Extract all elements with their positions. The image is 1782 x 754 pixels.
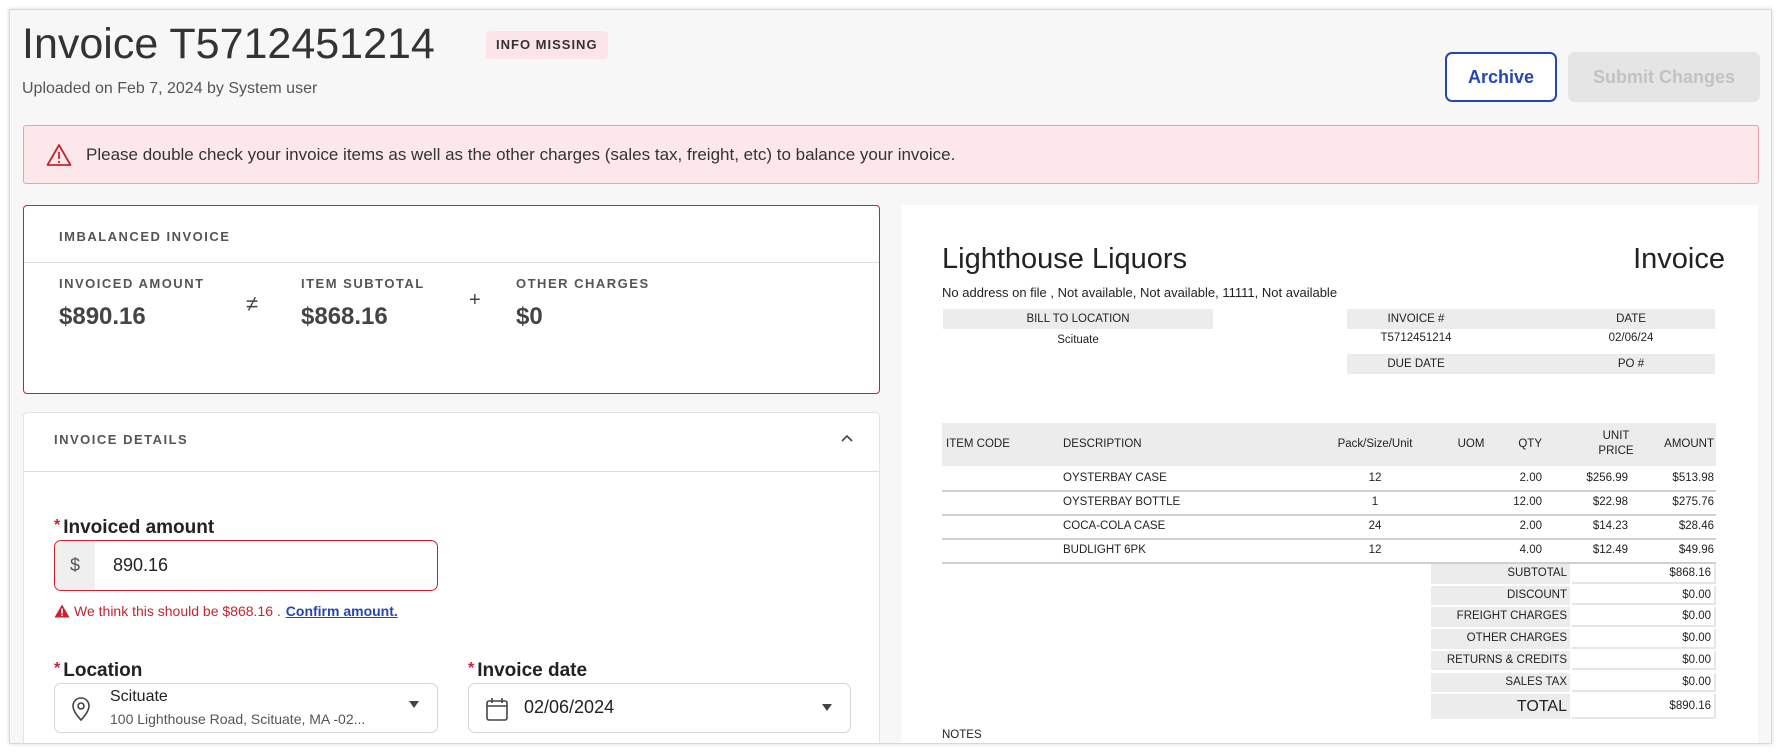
invoiced-amount-value: $890.16 — [59, 303, 146, 330]
item-amount: $28.46 — [1678, 520, 1714, 532]
item-pack: 12 — [1368, 472, 1382, 484]
invoice-document-preview: Lighthouse Liquors Invoice No address on… — [901, 205, 1758, 743]
archive-button[interactable]: Archive — [1445, 52, 1557, 102]
other-charges-value: $0 — [516, 303, 543, 330]
column-header: UOM — [1457, 438, 1485, 450]
date-header: DATE — [1616, 313, 1646, 325]
location-select[interactable]: Scituate 100 Lighthouse Road, Scituate, … — [54, 683, 438, 733]
location-name: Scituate — [110, 688, 168, 705]
bill-to-header: BILL TO LOCATION — [943, 309, 1213, 329]
location-address: 100 Lighthouse Road, Scituate, MA -02... — [110, 711, 366, 727]
imbalanced-invoice-card: IMBALANCED INVOICE INVOICED AMOUNT $890.… — [23, 205, 880, 394]
invoice-page: Invoice T5712451214 INFO MISSING Uploade… — [9, 9, 1772, 744]
card-title: IMBALANCED INVOICE — [59, 229, 231, 244]
status-badge: INFO MISSING — [486, 31, 608, 59]
invoice-details-card: INVOICE DETAILS * Invoiced amount $ 890.1… — [23, 412, 880, 743]
invoice-number-header: INVOICE # — [1387, 313, 1445, 325]
item-description: COCA-COLA CASE — [1063, 520, 1166, 532]
details-title: INVOICE DETAILS — [54, 432, 189, 447]
balance-alert: Please double check your invoice items a… — [23, 125, 1759, 184]
column-header: AMOUNT — [1664, 438, 1714, 450]
total-value: $0.00 — [1572, 585, 1716, 606]
caret-down-icon — [822, 704, 832, 711]
item-unit-price: $14.23 — [1592, 520, 1628, 532]
not-equal-sign: ≠ — [246, 291, 259, 316]
column-header: QTY — [1518, 438, 1542, 450]
amount-value: 890.16 — [113, 555, 169, 575]
item-qty: 4.00 — [1519, 544, 1542, 556]
submit-changes-button[interactable]: Submit Changes — [1568, 52, 1760, 102]
bill-to-value: Scituate — [1057, 334, 1099, 346]
item-description: OYSTERBAY CASE — [1063, 472, 1167, 484]
upload-info: Uploaded on Feb 7, 2024 by System user — [22, 80, 318, 97]
invoice-date-value: 02/06/2024 — [524, 697, 615, 717]
document-title: Invoice — [1633, 243, 1725, 275]
total-value: $890.16 — [1572, 694, 1716, 720]
item-qty: 12.00 — [1513, 496, 1542, 508]
currency-prefix: $ — [55, 541, 95, 590]
total-value: $0.00 — [1572, 672, 1716, 693]
invoiced-amount-field-label: * Invoiced amount — [54, 517, 215, 538]
other-charges-label: OTHER CHARGES — [516, 276, 650, 291]
total-value: $868.16 — [1572, 564, 1716, 584]
warning-triangle-icon — [46, 143, 72, 166]
total-label: SUBTOTAL — [1431, 564, 1570, 584]
notes-label: NOTES — [942, 729, 982, 741]
confirm-amount-link[interactable]: Confirm amount. — [285, 603, 398, 619]
chevron-up-icon[interactable] — [840, 433, 854, 443]
item-amount: $275.76 — [1672, 496, 1714, 508]
total-value: $0.00 — [1572, 607, 1716, 628]
row-divider — [942, 562, 1716, 564]
item-pack: 12 — [1368, 544, 1382, 556]
po-header: PO # — [1617, 358, 1645, 370]
total-label: TOTAL — [1431, 694, 1570, 720]
vendor-address: No address on file , Not available, Not … — [942, 285, 1338, 300]
total-label: RETURNS & CREDITS — [1431, 650, 1570, 671]
total-value: $0.00 — [1572, 650, 1716, 671]
invoice-date-field-label: * Invoice date — [468, 660, 588, 681]
column-header: Pack/Size/Unit — [1337, 438, 1413, 450]
column-header: UNIT PRICE — [1598, 430, 1634, 457]
location-pin-icon — [72, 697, 90, 722]
total-label: FREIGHT CHARGES — [1431, 607, 1570, 628]
row-divider — [942, 538, 1716, 540]
date-value: 02/06/24 — [1608, 332, 1654, 344]
item-qty: 2.00 — [1519, 472, 1542, 484]
plus-sign: + — [469, 289, 481, 311]
item-qty: 2.00 — [1519, 520, 1542, 532]
due-date-header: DUE DATE — [1387, 358, 1445, 370]
error-triangle-icon — [54, 604, 70, 618]
calendar-icon — [486, 698, 508, 721]
item-description: BUDLIGHT 6PK — [1063, 544, 1146, 556]
item-pack: 24 — [1368, 520, 1382, 532]
item-amount: $513.98 — [1672, 472, 1714, 484]
alert-message: Please double check your invoice items a… — [86, 144, 956, 164]
vendor-name: Lighthouse Liquors — [942, 243, 1188, 275]
caret-down-icon — [409, 701, 419, 708]
invoiced-amount-label: INVOICED AMOUNT — [59, 276, 205, 291]
column-header: ITEM CODE — [946, 438, 1010, 450]
total-label: DISCOUNT — [1431, 585, 1570, 606]
item-description: OYSTERBAY BOTTLE — [1063, 496, 1181, 508]
row-divider — [942, 490, 1716, 492]
item-unit-price: $22.98 — [1592, 496, 1628, 508]
row-divider — [942, 514, 1716, 516]
total-label: SALES TAX — [1431, 672, 1570, 693]
amount-error: We think this should be $868.16 . Confir… — [54, 603, 398, 619]
invoiced-amount-input[interactable]: $ 890.16 — [54, 540, 438, 591]
item-subtotal-value: $868.16 — [301, 303, 388, 330]
total-value: $0.00 — [1572, 629, 1716, 649]
total-label: OTHER CHARGES — [1431, 629, 1570, 649]
invoice-date-select[interactable]: 02/06/2024 — [468, 683, 851, 733]
invoice-number-value: T5712451214 — [1380, 332, 1452, 344]
column-header: DESCRIPTION — [1063, 438, 1142, 450]
item-pack: 1 — [1371, 496, 1379, 508]
item-amount: $49.96 — [1678, 544, 1714, 556]
page-title: Invoice T5712451214 — [22, 20, 435, 68]
item-unit-price: $12.49 — [1592, 544, 1628, 556]
item-unit-price: $256.99 — [1586, 472, 1628, 484]
location-field-label: * Location — [54, 660, 143, 681]
items-table-header — [942, 423, 1716, 466]
item-subtotal-label: ITEM SUBTOTAL — [301, 276, 425, 291]
